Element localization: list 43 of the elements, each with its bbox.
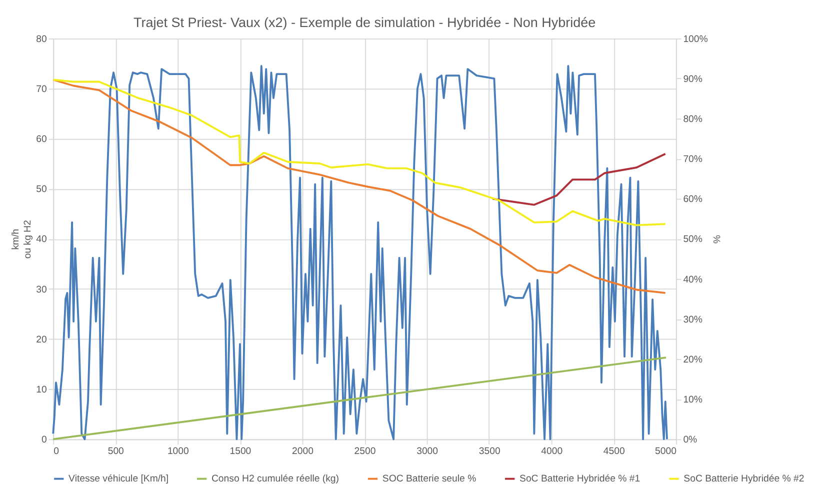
x-tick-label: 3500 bbox=[478, 446, 500, 458]
line-series bbox=[52, 78, 666, 294]
y-tick-label: 40 bbox=[36, 234, 47, 246]
y-tick-label: 50 bbox=[36, 184, 47, 196]
chart-title: Trajet St Priest- Vaux (x2) - Exemple de simulation - Hybridée - Non Hybridée bbox=[133, 14, 596, 30]
x-tick-label: 1000 bbox=[167, 446, 189, 458]
legend-label: SoC Batterie Hybridée % #2 bbox=[684, 474, 804, 485]
y-axis-title: km/h ou kg H2 bbox=[10, 220, 34, 259]
y-tick-label: 20 bbox=[36, 334, 47, 346]
x-tick-label: 3000 bbox=[416, 446, 438, 458]
legend-label: SOC Batterie seule % bbox=[382, 474, 477, 485]
x-tick-label: 500 bbox=[108, 446, 124, 458]
y2-tick-label: 70% bbox=[683, 154, 703, 166]
y2-tick-label: 80% bbox=[683, 114, 703, 125]
legend-label: Conso H2 cumulée réelle (kg) bbox=[211, 474, 340, 485]
y-tick-label: 60 bbox=[36, 134, 47, 146]
y2-tick-label: 50% bbox=[683, 234, 703, 246]
y-tick-label: 70 bbox=[36, 84, 47, 95]
x-tick-label: 2500 bbox=[354, 446, 376, 458]
x-tick-label: 5000 bbox=[654, 446, 676, 458]
x-tick-label: 4000 bbox=[541, 446, 563, 458]
y-tick-label: 10 bbox=[36, 384, 47, 396]
legend-label: Vitesse véhicule [Km/h] bbox=[68, 474, 169, 485]
x-tick-label: 2000 bbox=[292, 446, 314, 458]
y2-tick-label: 20% bbox=[683, 354, 703, 366]
y-tick-label: 30 bbox=[36, 284, 47, 296]
y2-tick-label: 10% bbox=[683, 394, 703, 406]
y2-tick-label: 60% bbox=[683, 194, 703, 206]
line-series bbox=[52, 65, 668, 440]
y2-tick-label: 100% bbox=[683, 34, 708, 45]
y-tick-label: 80 bbox=[36, 34, 47, 45]
line-series bbox=[492, 152, 666, 206]
x-tick-label: 1500 bbox=[230, 446, 252, 458]
y2-tick-label: 90% bbox=[683, 74, 703, 85]
line-series bbox=[52, 78, 666, 226]
y-tick-label: 0 bbox=[41, 434, 47, 446]
y2-tick-label: 0% bbox=[683, 434, 698, 446]
y2-tick-label: 40% bbox=[683, 274, 703, 286]
y2-tick-label: 30% bbox=[683, 314, 703, 326]
y2-axis-title: % bbox=[710, 235, 722, 244]
x-tick-label: 4500 bbox=[603, 446, 625, 458]
legend-label: SoC Batterie Hybridée % #1 bbox=[520, 474, 640, 485]
x-tick-label: 0 bbox=[54, 446, 59, 458]
